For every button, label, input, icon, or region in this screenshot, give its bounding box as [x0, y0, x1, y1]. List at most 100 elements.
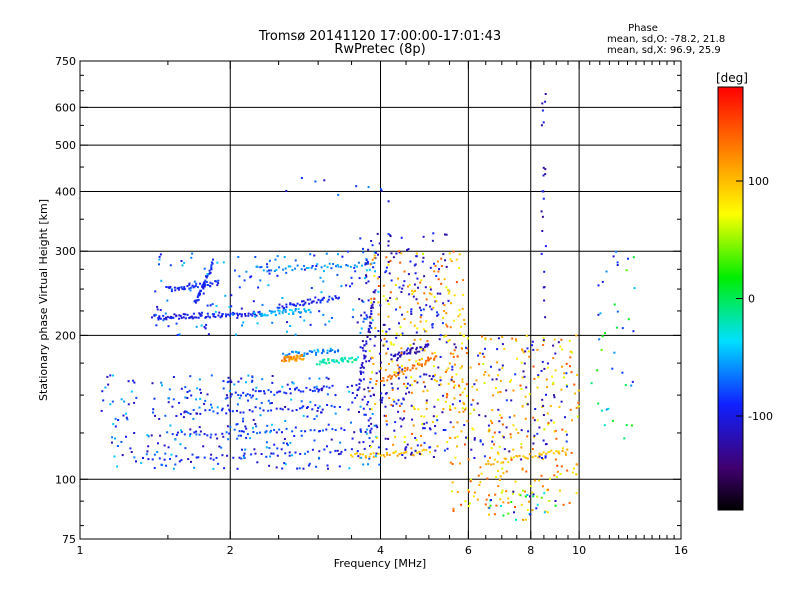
data-point — [358, 441, 361, 444]
data-point — [571, 419, 574, 422]
data-point — [324, 323, 327, 326]
data-point — [549, 477, 551, 480]
data-point — [437, 398, 440, 401]
data-point — [376, 436, 378, 439]
data-point — [384, 392, 387, 395]
data-point — [150, 434, 153, 437]
data-point — [359, 331, 362, 334]
x-tick-label: 6 — [465, 544, 472, 557]
data-point — [233, 383, 236, 386]
data-point — [403, 280, 406, 283]
data-point — [251, 376, 254, 379]
data-point — [458, 384, 460, 387]
data-point — [406, 366, 409, 369]
data-point — [511, 492, 514, 495]
data-point — [319, 301, 322, 304]
data-point — [550, 449, 553, 452]
data-point — [401, 365, 403, 367]
data-point — [397, 377, 400, 380]
data-point — [428, 427, 431, 430]
data-point — [210, 403, 212, 406]
data-point — [471, 427, 474, 430]
data-point — [208, 269, 211, 272]
data-point — [472, 408, 475, 411]
data-point — [297, 308, 300, 310]
data-point — [546, 362, 549, 365]
data-point — [355, 185, 358, 188]
data-point — [286, 383, 289, 386]
data-point — [412, 405, 415, 408]
data-point — [180, 429, 182, 432]
data-point — [407, 248, 410, 251]
data-point — [361, 340, 364, 343]
data-point — [165, 318, 168, 321]
data-point — [420, 365, 423, 367]
data-point — [537, 376, 540, 379]
data-point — [454, 407, 457, 410]
data-point — [420, 279, 423, 282]
data-point — [483, 455, 486, 458]
data-point — [176, 431, 179, 434]
data-point — [521, 489, 524, 492]
data-point — [403, 436, 406, 439]
data-point — [560, 338, 563, 341]
data-point — [413, 338, 416, 341]
data-point — [284, 354, 287, 357]
data-point — [204, 279, 207, 282]
data-point — [451, 403, 454, 406]
data-point — [505, 426, 508, 429]
data-point — [197, 316, 200, 319]
data-point — [337, 361, 340, 364]
data-point — [601, 280, 604, 283]
data-point — [616, 261, 619, 264]
data-point — [490, 447, 493, 450]
data-point — [455, 258, 458, 261]
data-point — [442, 316, 445, 319]
data-point — [499, 414, 502, 417]
data-point — [322, 313, 325, 316]
data-point — [453, 386, 455, 389]
data-point — [370, 240, 373, 242]
data-point — [491, 409, 494, 412]
data-point — [308, 377, 311, 380]
data-point — [444, 400, 447, 403]
data-point — [337, 265, 340, 268]
data-point — [538, 455, 541, 458]
data-point — [457, 315, 460, 318]
data-point — [461, 307, 464, 310]
data-point — [293, 355, 296, 358]
data-point — [367, 401, 370, 403]
data-point — [460, 325, 463, 328]
data-point — [484, 415, 487, 418]
data-point — [566, 385, 568, 388]
data-point — [337, 193, 340, 196]
data-point — [557, 341, 560, 344]
data-point — [425, 304, 428, 307]
data-point — [296, 302, 299, 305]
data-point — [200, 314, 203, 317]
data-point — [385, 266, 388, 269]
data-point — [252, 312, 255, 315]
data-point — [522, 518, 524, 521]
data-point — [287, 313, 290, 315]
data-point — [406, 310, 409, 313]
data-point — [195, 412, 198, 415]
data-point — [331, 359, 334, 362]
data-point — [526, 509, 529, 511]
data-point — [377, 253, 379, 256]
data-point — [297, 352, 300, 355]
data-point — [440, 257, 443, 260]
data-point — [422, 348, 425, 350]
data-point — [167, 446, 170, 449]
data-point — [200, 391, 202, 394]
data-point — [285, 427, 288, 430]
data-point — [283, 438, 286, 440]
data-point — [323, 270, 325, 273]
data-point — [481, 443, 484, 446]
data-point — [238, 456, 241, 459]
data-point — [307, 266, 310, 269]
data-point — [307, 464, 310, 467]
data-point — [212, 315, 215, 318]
data-point — [309, 429, 312, 432]
data-point — [254, 452, 257, 455]
